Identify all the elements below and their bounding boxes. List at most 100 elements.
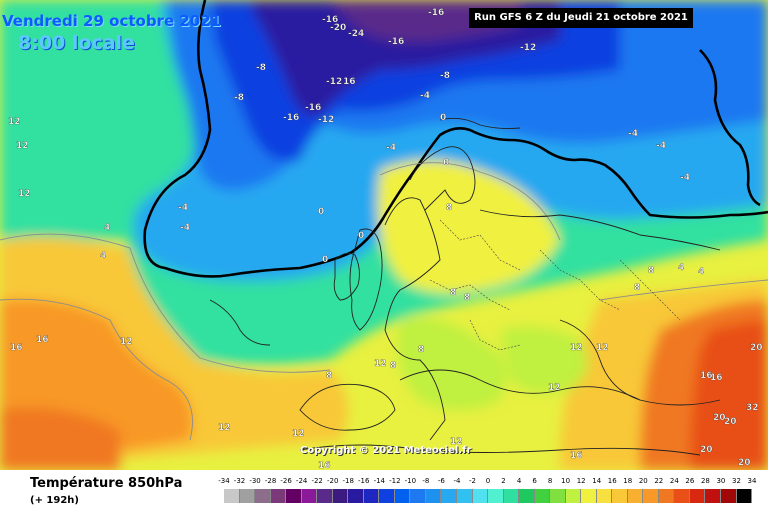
legend-swatch bbox=[721, 489, 737, 503]
isotherm-label: -16 bbox=[322, 15, 338, 25]
isotherm-label: 4 bbox=[100, 251, 106, 261]
zero-isotherm bbox=[143, 0, 768, 278]
isotherm-label: 8 bbox=[648, 266, 654, 276]
legend-tick: 4 bbox=[516, 477, 522, 485]
isotherm-label: 12 bbox=[218, 423, 231, 433]
legend-swatch bbox=[612, 489, 628, 503]
legend-ticks: -34 -32 -30 -28 -26 -24 -22 -20 -18 -16 -14 -12 -10-… bbox=[218, 477, 756, 487]
legend-swatch bbox=[705, 489, 721, 503]
legend-swatch bbox=[425, 489, 442, 503]
local-time: 8:00 locale bbox=[18, 32, 135, 54]
isotherm-label: -20 bbox=[330, 23, 346, 33]
isotherm-label: 32 bbox=[746, 403, 759, 413]
run-info: Run GFS 6 Z du Jeudi 21 octobre 2021 bbox=[469, 8, 693, 28]
isotherm-label: -4 bbox=[180, 223, 190, 233]
footer-bar: Température 850hPa (+ 192h) -34 -32 -30 -28… bbox=[0, 470, 768, 512]
legend-swatch bbox=[286, 489, 302, 503]
legend-swatch bbox=[441, 489, 457, 503]
legend-swatch bbox=[581, 489, 597, 503]
isotherm-label: 12 bbox=[18, 189, 31, 199]
isotherm-label: -8 bbox=[256, 63, 266, 73]
legend-tick: 0 bbox=[485, 477, 491, 485]
legend-tick: -20 bbox=[326, 477, 339, 485]
isotherm-label: 12 bbox=[596, 343, 609, 353]
isotherm-label: -16 bbox=[305, 103, 321, 113]
isotherm-label: -16 bbox=[283, 113, 299, 123]
legend-tick: -28 bbox=[264, 477, 277, 485]
coastlines bbox=[209, 117, 721, 456]
isotherm-label: 12 bbox=[548, 383, 561, 393]
isotherm-label: 20 bbox=[724, 417, 737, 427]
legend-swatch bbox=[456, 489, 473, 503]
isotherm-label: 0 bbox=[318, 207, 324, 217]
legend-swatch bbox=[472, 489, 489, 503]
isotherm-label: -12 bbox=[318, 115, 334, 125]
isotherm-label: -4 bbox=[628, 129, 638, 139]
legend-tick: 20 bbox=[638, 477, 648, 485]
legend-swatch bbox=[270, 489, 287, 503]
temperature-field bbox=[0, 0, 768, 470]
isotherm-label: 8 bbox=[450, 288, 456, 298]
legend-tick: 28 bbox=[700, 477, 710, 485]
legend-swatch bbox=[379, 489, 395, 503]
legend-tick: -34 bbox=[218, 477, 230, 485]
isotherm-label: 20 bbox=[713, 413, 726, 423]
isotherm-label: 8 bbox=[418, 345, 424, 355]
legend-tick: 6 bbox=[532, 477, 537, 485]
isotherm-label: 8 bbox=[326, 371, 332, 381]
legend-tick: 8 bbox=[547, 477, 553, 485]
isotherm-label: 0 bbox=[358, 231, 364, 241]
isotherm-label: 12 bbox=[8, 117, 21, 127]
isotherm-label: 8 bbox=[446, 203, 452, 213]
isotherm-label: -4 bbox=[178, 203, 188, 213]
legend-swatch bbox=[363, 489, 380, 503]
legend-swatch bbox=[224, 489, 240, 503]
legend-tick: -18 bbox=[342, 477, 354, 485]
isotherm-label: -4 bbox=[386, 143, 396, 153]
legend-tick: -12 bbox=[389, 477, 401, 485]
isotherm-label: 16 bbox=[318, 461, 331, 470]
isotherm-label: 4 bbox=[678, 263, 684, 273]
isotherm-label: 16 bbox=[36, 335, 49, 345]
isotherm-label: 4 bbox=[698, 267, 704, 277]
legend-swatch bbox=[348, 489, 364, 503]
legend-swatch bbox=[689, 489, 706, 503]
legend-swatch bbox=[674, 489, 690, 503]
legend-swatch bbox=[503, 489, 520, 503]
isotherm-labels: -16-16-20-24-16-12-8-8-12 16-16-16 -12-4-8… bbox=[8, 8, 763, 470]
isotherm-label: 16 bbox=[570, 451, 583, 461]
isotherm-label: 12 bbox=[570, 343, 583, 353]
legend-swatch bbox=[332, 489, 349, 503]
legend-swatch bbox=[488, 489, 504, 503]
legend-swatch bbox=[410, 489, 426, 503]
isotherm-label: 8 bbox=[390, 361, 396, 371]
variable-title: Température 850hPa bbox=[30, 476, 183, 491]
isolines bbox=[0, 162, 768, 441]
legend-swatch bbox=[317, 489, 333, 503]
legend-tick: -24 bbox=[295, 477, 308, 485]
isotherm-label: 12 bbox=[120, 337, 133, 347]
legend-tick: -30 bbox=[249, 477, 261, 485]
isotherm-label: -12 bbox=[326, 77, 342, 87]
isotherm-label: -4 bbox=[680, 173, 690, 183]
legend-tick: -10 bbox=[404, 477, 417, 485]
legend-swatch bbox=[643, 489, 659, 503]
legend-swatch bbox=[627, 489, 644, 503]
legend-tick: 10 bbox=[561, 477, 571, 485]
legend-tick: 32 bbox=[732, 477, 741, 485]
legend-tick: 14 bbox=[592, 477, 602, 485]
isotherm-label: 20 bbox=[750, 343, 763, 353]
isotherm-label: 16 bbox=[710, 373, 723, 383]
legend-tick: 12 bbox=[576, 477, 586, 485]
isotherm-label: 16 bbox=[343, 77, 356, 87]
isotherm-label: -8 bbox=[234, 93, 244, 103]
isotherm-label: -4 bbox=[656, 141, 666, 151]
legend-swatch bbox=[736, 489, 753, 503]
legend-tick: 24 bbox=[669, 477, 679, 485]
legend-tick: 18 bbox=[623, 477, 633, 485]
legend-tick: 34 bbox=[747, 477, 757, 485]
legend-swatch bbox=[394, 489, 411, 503]
legend-swatches bbox=[224, 489, 753, 503]
legend-swatch bbox=[301, 489, 318, 503]
